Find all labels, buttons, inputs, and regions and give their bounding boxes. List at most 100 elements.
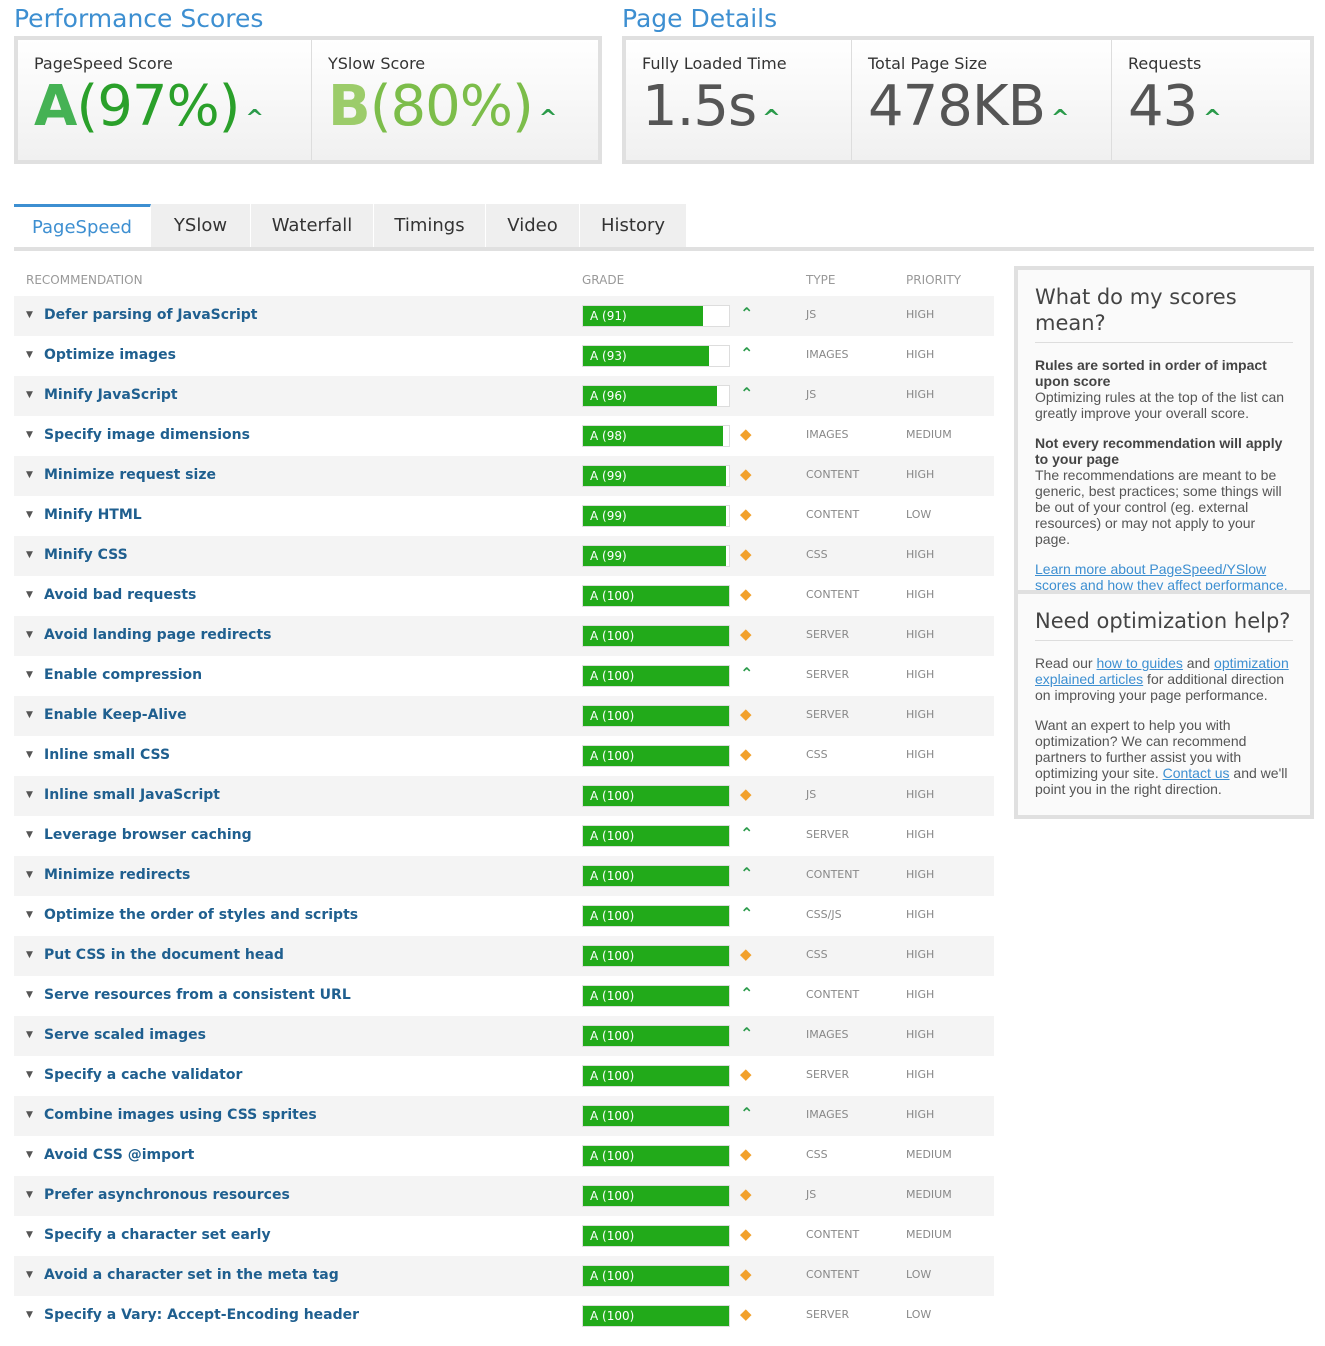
expand-triangle-icon[interactable]: ▼ — [26, 790, 33, 800]
recommendation-name[interactable]: Leverage browser caching — [44, 827, 252, 843]
priority-value: MEDIUM — [906, 1148, 952, 1161]
recommendation-name[interactable]: Put CSS in the document head — [44, 947, 284, 963]
table-row[interactable]: ▼ Avoid CSS @import A (100) ◆ CSS MEDIUM — [14, 1136, 994, 1176]
contact-us-link[interactable]: Contact us — [1162, 765, 1230, 781]
table-row[interactable]: ▼ Serve scaled images A (100) ⌃ IMAGES H… — [14, 1016, 994, 1056]
expand-triangle-icon[interactable]: ▼ — [26, 1230, 33, 1240]
recommendation-name[interactable]: Minimize request size — [44, 467, 216, 483]
table-row[interactable]: ▼ Enable Keep-Alive A (100) ◆ SERVER HIG… — [14, 696, 994, 736]
expand-triangle-icon[interactable]: ▼ — [26, 1150, 33, 1160]
recommendation-name[interactable]: Minify CSS — [44, 547, 128, 563]
expand-triangle-icon[interactable]: ▼ — [26, 470, 33, 480]
table-row[interactable]: ▼ Specify a character set early A (100) … — [14, 1216, 994, 1256]
table-row[interactable]: ▼ Minimize request size A (99) ◆ CONTENT… — [14, 456, 994, 496]
help-text: Want an expert to help you with optimiza… — [1035, 717, 1247, 781]
table-row[interactable]: ▼ Avoid a character set in the meta tag … — [14, 1256, 994, 1296]
recommendation-name[interactable]: Specify a cache validator — [44, 1067, 243, 1083]
recommendation-name[interactable]: Avoid CSS @import — [44, 1147, 195, 1163]
expand-triangle-icon[interactable]: ▼ — [26, 910, 33, 920]
recommendation-name[interactable]: Enable Keep-Alive — [44, 707, 187, 723]
table-row[interactable]: ▼ Avoid bad requests A (100) ◆ CONTENT H… — [14, 576, 994, 616]
recommendation-name[interactable]: Prefer asynchronous resources — [44, 1187, 290, 1203]
learn-more-link[interactable]: Learn more about PageSpeed/YSlow scores … — [1035, 561, 1288, 593]
grade-fill: A (100) — [583, 1306, 729, 1326]
expand-triangle-icon[interactable]: ▼ — [26, 550, 33, 560]
recommendation-name[interactable]: Combine images using CSS sprites — [44, 1107, 317, 1123]
expand-triangle-icon[interactable]: ▼ — [26, 1190, 33, 1200]
table-row[interactable]: ▼ Put CSS in the document head A (100) ◆… — [14, 936, 994, 976]
table-row[interactable]: ▼ Minify HTML A (99) ◆ CONTENT LOW — [14, 496, 994, 536]
priority-value: HIGH — [906, 668, 935, 681]
grade-fill: A (100) — [583, 826, 729, 846]
expand-triangle-icon[interactable]: ▼ — [26, 1070, 33, 1080]
expand-triangle-icon[interactable]: ▼ — [26, 350, 33, 360]
table-row[interactable]: ▼ Minify JavaScript A (96) ⌃ JS HIGH — [14, 376, 994, 416]
table-row[interactable]: ▼ Defer parsing of JavaScript A (91) ⌃ J… — [14, 296, 994, 336]
tab-yslow[interactable]: YSlow — [151, 204, 251, 247]
tab-video[interactable]: Video — [486, 204, 580, 247]
expand-triangle-icon[interactable]: ▼ — [26, 990, 33, 1000]
table-row[interactable]: ▼ Minify CSS A (99) ◆ CSS HIGH — [14, 536, 994, 576]
tab-waterfall[interactable]: Waterfall — [251, 204, 374, 247]
recommendation-name[interactable]: Avoid a character set in the meta tag — [44, 1267, 339, 1283]
table-row[interactable]: ▼ Serve resources from a consistent URL … — [14, 976, 994, 1016]
expand-triangle-icon[interactable]: ▼ — [26, 710, 33, 720]
recommendation-name[interactable]: Specify a character set early — [44, 1227, 271, 1243]
recommendation-name[interactable]: Serve resources from a consistent URL — [44, 987, 351, 1003]
recommendation-name[interactable]: Enable compression — [44, 667, 203, 683]
table-row[interactable]: ▼ Optimize images A (93) ⌃ IMAGES HIGH — [14, 336, 994, 376]
type-value: SERVER — [806, 1308, 850, 1321]
table-row[interactable]: ▼ Leverage browser caching A (100) ⌃ SER… — [14, 816, 994, 856]
expand-triangle-icon[interactable]: ▼ — [26, 1030, 33, 1040]
recommendation-name[interactable]: Minify JavaScript — [44, 387, 178, 403]
table-row[interactable]: ▼ Combine images using CSS sprites A (10… — [14, 1096, 994, 1136]
info-heading: Not every recommendation will apply to y… — [1035, 435, 1283, 467]
table-row[interactable]: ▼ Specify image dimensions A (98) ◆ IMAG… — [14, 416, 994, 456]
recommendation-name[interactable]: Optimize the order of styles and scripts — [44, 907, 359, 923]
expand-triangle-icon[interactable]: ▼ — [26, 630, 33, 640]
expand-triangle-icon[interactable]: ▼ — [26, 670, 33, 680]
table-row[interactable]: ▼ Avoid landing page redirects A (100) ◆… — [14, 616, 994, 656]
optimization-articles-link[interactable]: optimization explained articles — [1035, 655, 1289, 687]
recommendation-name[interactable]: Avoid landing page redirects — [44, 627, 272, 643]
how-to-guides-link[interactable]: how to guides — [1096, 655, 1183, 671]
recommendation-name[interactable]: Specify image dimensions — [44, 427, 250, 443]
tab-pagespeed[interactable]: PageSpeed — [14, 204, 151, 247]
recommendation-name[interactable]: Avoid bad requests — [44, 587, 197, 603]
grade-fill: A (100) — [583, 1106, 729, 1126]
table-row[interactable]: ▼ Enable compression A (100) ⌃ SERVER HI… — [14, 656, 994, 696]
table-row[interactable]: ▼ Specify a cache validator A (100) ◆ SE… — [14, 1056, 994, 1096]
expand-triangle-icon[interactable]: ▼ — [26, 1270, 33, 1280]
priority-value: HIGH — [906, 348, 935, 361]
recommendation-name[interactable]: Specify a Vary: Accept-Encoding header — [44, 1307, 360, 1323]
recommendation-name[interactable]: Inline small CSS — [44, 747, 171, 763]
tab-history[interactable]: History — [580, 204, 687, 247]
expand-triangle-icon[interactable]: ▼ — [26, 750, 33, 760]
expand-triangle-icon[interactable]: ▼ — [26, 590, 33, 600]
expand-triangle-icon[interactable]: ▼ — [26, 310, 33, 320]
table-row[interactable]: ▼ Inline small JavaScript A (100) ◆ JS H… — [14, 776, 994, 816]
chevron-up-icon: ⌃ — [740, 904, 754, 923]
tab-timings[interactable]: Timings — [374, 204, 486, 247]
table-row[interactable]: ▼ Inline small CSS A (100) ◆ CSS HIGH — [14, 736, 994, 776]
expand-triangle-icon[interactable]: ▼ — [26, 510, 33, 520]
expand-triangle-icon[interactable]: ▼ — [26, 1110, 33, 1120]
table-row[interactable]: ▼ Optimize the order of styles and scrip… — [14, 896, 994, 936]
recommendation-name[interactable]: Inline small JavaScript — [44, 787, 220, 803]
grade-fill: A (100) — [583, 1266, 729, 1286]
table-row[interactable]: ▼ Minimize redirects A (100) ⌃ CONTENT H… — [14, 856, 994, 896]
expand-triangle-icon[interactable]: ▼ — [26, 390, 33, 400]
recommendation-name[interactable]: Optimize images — [44, 347, 177, 363]
expand-triangle-icon[interactable]: ▼ — [26, 950, 33, 960]
expand-triangle-icon[interactable]: ▼ — [26, 430, 33, 440]
recommendation-name[interactable]: Minify HTML — [44, 507, 142, 523]
expand-triangle-icon[interactable]: ▼ — [26, 830, 33, 840]
recommendation-name[interactable]: Serve scaled images — [44, 1027, 206, 1043]
table-row[interactable]: ▼ Prefer asynchronous resources A (100) … — [14, 1176, 994, 1216]
expand-triangle-icon[interactable]: ▼ — [26, 1310, 33, 1320]
table-row[interactable]: ▼ Specify a Vary: Accept-Encoding header… — [14, 1296, 994, 1336]
expand-triangle-icon[interactable]: ▼ — [26, 870, 33, 880]
priority-value: HIGH — [906, 868, 935, 881]
recommendation-name[interactable]: Defer parsing of JavaScript — [44, 307, 258, 323]
recommendation-name[interactable]: Minimize redirects — [44, 867, 191, 883]
